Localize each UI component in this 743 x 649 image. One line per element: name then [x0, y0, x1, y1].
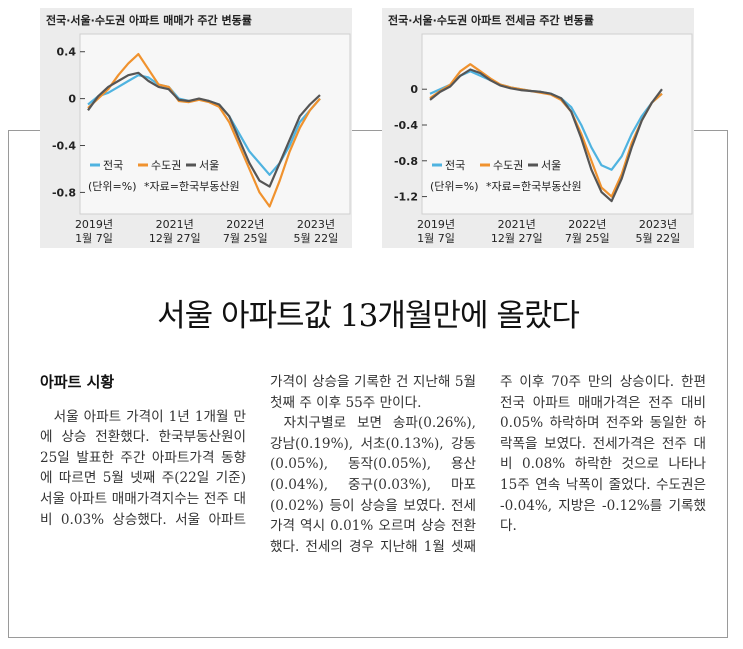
legend-label: 서울: [199, 159, 219, 172]
chart: 전국·서울·수도권 아파트 전세금 주간 변동률 0 -0.4 -0.8 -1.2 201…: [382, 8, 694, 248]
y-tick-label: -0.4: [394, 119, 418, 132]
y-tick-label: 0: [410, 83, 418, 96]
paragraph: 자치구별로 보면 송파(0.26%), 강남(0.19%), 서초(0.13%)…: [270, 374, 706, 555]
legend-label: 전국: [103, 159, 123, 172]
y-tick-label: -0.8: [52, 186, 76, 199]
x-tick-label: 2019년 1월 7일: [417, 218, 455, 245]
article-body: 아파트 시황 서울 아파트 가격이 1년 1개월 만에 상승 전환했다. 한국부…: [40, 372, 706, 622]
y-tick-label: -0.4: [52, 140, 76, 153]
plot-area: [421, 33, 693, 215]
chart-title: 전국·서울·수도권 아파트 전세금 주간 변동률: [388, 13, 594, 27]
series-line: [87, 71, 321, 188]
x-tick-label: 2023년 5월 22일: [294, 218, 339, 245]
legend-label: 서울: [541, 159, 561, 172]
x-tick-label: 2021년 12월 27일: [149, 218, 201, 245]
x-tick-label: 2021년 12월 27일: [491, 218, 543, 245]
y-tick-label: -1.2: [394, 191, 418, 204]
x-tick-label: 2019년 1월 7일: [75, 218, 113, 245]
unit-note: (단위=%): [88, 180, 137, 193]
y-tick-label: 0.4: [57, 46, 77, 59]
headline: 서울 아파트값 13개월만에 올랐다: [157, 298, 580, 334]
legend-label: 전국: [445, 159, 465, 172]
unit-note: (단위=%): [430, 180, 479, 193]
plot-area: [79, 33, 351, 215]
x-tick-label: 2022년 7월 25일: [565, 218, 610, 245]
section-title: 아파트 시황: [40, 373, 115, 391]
chart: 전국·서울·수도권 아파트 매매가 주간 변동률 0.4 0 -0.4 -0.8 2019…: [40, 8, 352, 248]
x-tick-label: 2023년 5월 22일: [636, 218, 681, 245]
series-line: [429, 68, 663, 203]
article-frame: [8, 130, 728, 638]
source-note: *자료=한국부동산원: [486, 180, 582, 193]
legend-label: 수도권: [493, 159, 523, 172]
source-note: *자료=한국부동산원: [144, 180, 240, 193]
y-tick-label: 0: [68, 93, 76, 106]
series-line: [87, 53, 321, 208]
y-tick-label: -0.8: [394, 155, 418, 168]
legend-label: 수도권: [151, 159, 181, 172]
paragraph: 서울 아파트 가격이 1년 1개월 만에 상승 전환했다. 한국부동산원이 25…: [40, 374, 476, 528]
x-tick-label: 2022년 7월 25일: [223, 218, 268, 245]
chart-title: 전국·서울·수도권 아파트 매매가 주간 변동률: [46, 13, 252, 27]
